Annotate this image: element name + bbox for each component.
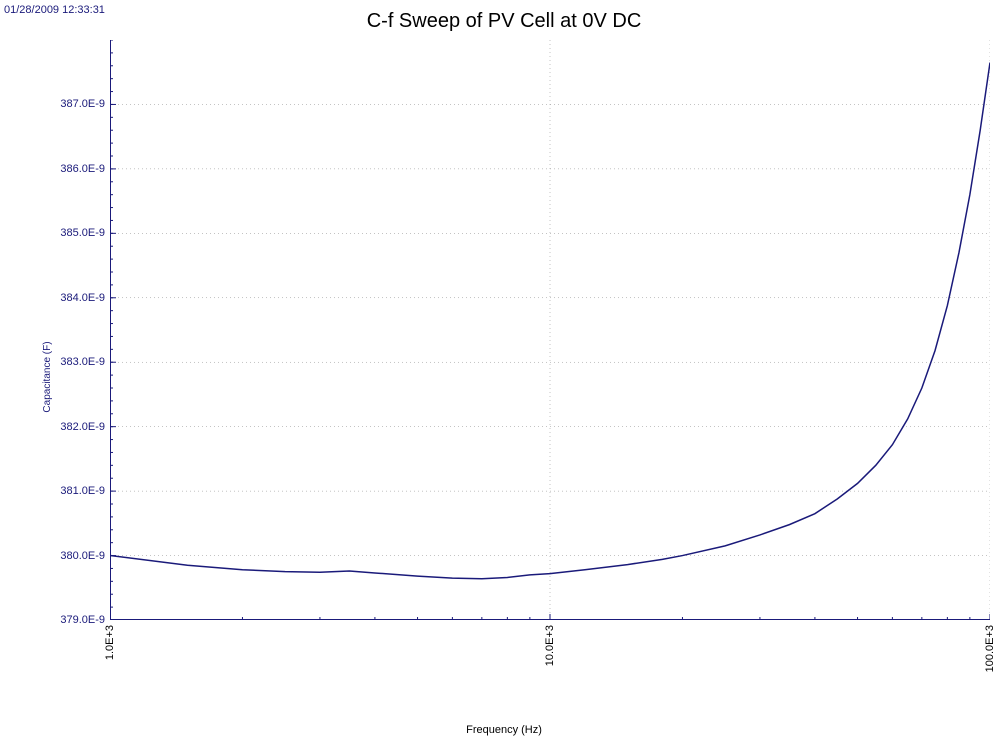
x-tick-label: 10.0E+3 <box>544 625 556 666</box>
y-tick-label: 383.0E-9 <box>45 356 105 368</box>
y-tick-label: 386.0E-9 <box>45 163 105 175</box>
chart-container <box>110 40 990 620</box>
y-tick-label: 382.0E-9 <box>45 421 105 433</box>
y-tick-label: 379.0E-9 <box>45 614 105 626</box>
y-tick-label: 385.0E-9 <box>45 227 105 239</box>
x-tick-label: 1.0E+3 <box>104 625 116 660</box>
chart-title: C-f Sweep of PV Cell at 0V DC <box>367 10 642 33</box>
y-tick-labels: 379.0E-9380.0E-9381.0E-9382.0E-9383.0E-9… <box>40 40 105 620</box>
y-tick-label: 380.0E-9 <box>45 550 105 562</box>
chart-svg <box>110 40 990 620</box>
x-tick-labels: 1.0E+310.0E+3100.0E+3 <box>110 625 990 705</box>
y-tick-label: 384.0E-9 <box>45 292 105 304</box>
x-tick-label: 100.0E+3 <box>984 625 996 672</box>
y-tick-label: 387.0E-9 <box>45 98 105 110</box>
timestamp: 01/28/2009 12:33:31 <box>4 4 105 16</box>
y-tick-label: 381.0E-9 <box>45 485 105 497</box>
x-axis-label: Frequency (Hz) <box>466 724 542 736</box>
